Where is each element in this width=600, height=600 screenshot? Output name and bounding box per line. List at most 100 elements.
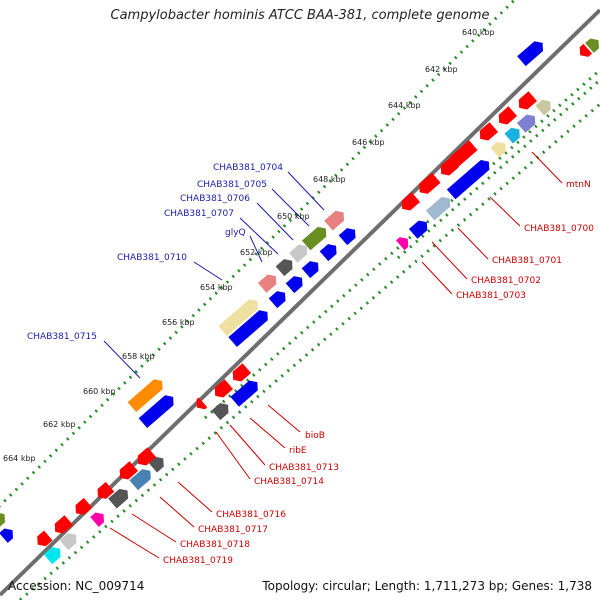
gene-arrow bbox=[59, 533, 77, 551]
tick-label: 646 kbp bbox=[352, 138, 385, 147]
gene-label-reverse: CHAB381_0700 bbox=[524, 224, 594, 234]
gene-arrow bbox=[324, 210, 345, 231]
gene-arrow bbox=[285, 276, 303, 294]
tick-label: 644 kbp bbox=[388, 101, 421, 110]
gene-label-reverse: CHAB381_0717 bbox=[198, 525, 268, 535]
gene-arrow bbox=[504, 127, 520, 144]
label-leader bbox=[239, 217, 279, 255]
gene-arrow bbox=[257, 274, 277, 293]
gene-arrow bbox=[43, 547, 61, 565]
label-leader bbox=[531, 151, 563, 184]
label-leader bbox=[193, 261, 223, 281]
gene-arrow bbox=[137, 447, 157, 466]
label-leader bbox=[249, 235, 263, 263]
gene-arrow bbox=[230, 380, 258, 407]
gene-label-reverse: CHAB381_0716 bbox=[216, 510, 286, 520]
tick-dot-line bbox=[397, 78, 600, 260]
gene-arrow bbox=[301, 226, 327, 251]
gene-arrow bbox=[395, 237, 409, 251]
gene-arrow bbox=[90, 512, 105, 527]
tick-label: 654 kbp bbox=[200, 283, 233, 292]
tick-label: 656 kbp bbox=[162, 318, 195, 327]
gene-arrow bbox=[516, 114, 536, 133]
gene-label-reverse: CHAB381_0713 bbox=[269, 463, 339, 473]
gene-arrow bbox=[196, 397, 208, 410]
gene-label-reverse: CHAB381_0718 bbox=[180, 540, 250, 550]
gene-arrow bbox=[301, 261, 319, 279]
label-leader bbox=[457, 227, 489, 260]
gene-arrow bbox=[214, 379, 234, 398]
gene-arrow bbox=[518, 91, 538, 110]
gene-label-forward: CHAB381_0704 bbox=[213, 163, 283, 173]
gene-arrow bbox=[0, 528, 14, 543]
gene-arrow bbox=[218, 299, 258, 336]
gene-arrow bbox=[54, 515, 74, 534]
gene-label-reverse: bioB bbox=[305, 431, 325, 441]
gene-label-forward: CHAB381_0710 bbox=[117, 253, 187, 263]
gene-label-reverse: CHAB381_0701 bbox=[492, 256, 562, 266]
genome-summary-text: Topology: circular; Length: 1,711,273 bp… bbox=[262, 579, 592, 593]
gene-label-reverse: CHAB381_0703 bbox=[456, 291, 526, 301]
gene-arrow bbox=[75, 497, 93, 515]
gene-arrow bbox=[288, 244, 308, 263]
tick-dot-line bbox=[0, 0, 517, 508]
gene-arrow bbox=[119, 461, 139, 480]
tick-label: 648 kbp bbox=[313, 175, 346, 184]
map-title: Campylobacter hominis ATCC BAA-381, comp… bbox=[110, 8, 490, 23]
gene-arrow bbox=[275, 259, 293, 277]
gene-arrow bbox=[585, 38, 600, 53]
label-leader bbox=[103, 340, 141, 379]
gene-label-forward: glyQ bbox=[225, 228, 246, 238]
label-leader bbox=[229, 424, 266, 466]
gene-label-reverse: ribE bbox=[289, 446, 307, 456]
label-leader bbox=[159, 496, 195, 528]
gene-arrow bbox=[97, 481, 115, 499]
gene-arrow bbox=[108, 488, 129, 509]
label-texts: 640 kbp 642 kbp 644 kbp 646 kbp 648 kbp 650 k… bbox=[3, 28, 594, 566]
gene-label-reverse: mtnN bbox=[566, 180, 591, 190]
gene-arrow bbox=[425, 196, 451, 221]
tick-dot-line bbox=[19, 102, 600, 600]
label-leader bbox=[249, 417, 286, 449]
gene-arrow bbox=[0, 512, 6, 527]
tick-label: 640 kbp bbox=[462, 28, 495, 37]
label-leader bbox=[256, 202, 294, 241]
tick-label: 650 kbp bbox=[277, 212, 310, 221]
tick-label: 642 kbp bbox=[425, 65, 458, 74]
gene-arrow bbox=[579, 43, 593, 57]
tick-label: 664 kbp bbox=[3, 454, 36, 463]
gene-arrow bbox=[490, 141, 506, 158]
gene-arrow bbox=[419, 172, 441, 194]
gene-label-forward: CHAB381_0715 bbox=[27, 332, 97, 342]
gene-arrow bbox=[129, 469, 151, 491]
label-leader bbox=[215, 431, 251, 480]
gene-arrow bbox=[228, 310, 268, 347]
tick-label: 652 kbp bbox=[240, 248, 273, 257]
gene-arrow bbox=[535, 99, 551, 116]
tick-label: 660 kbp bbox=[83, 387, 116, 396]
label-leader bbox=[489, 196, 521, 227]
tick-label: 658 kbp bbox=[122, 352, 155, 361]
gene-arrow bbox=[450, 140, 478, 167]
label-leader bbox=[421, 261, 453, 295]
gene-arrow bbox=[446, 159, 490, 200]
label-leaders bbox=[103, 151, 563, 559]
label-leader bbox=[267, 404, 301, 433]
label-leader bbox=[131, 513, 177, 543]
gene-arrow bbox=[401, 192, 421, 211]
gene-arrow bbox=[127, 379, 163, 413]
gene-arrow bbox=[440, 157, 460, 176]
gene-label-reverse: CHAB381_0719 bbox=[163, 556, 233, 566]
gene-arrow bbox=[338, 228, 356, 246]
gene-arrow bbox=[319, 244, 337, 262]
gene-arrow bbox=[268, 291, 286, 309]
gene-label-reverse: CHAB381_0702 bbox=[471, 276, 541, 286]
gene-arrow bbox=[517, 41, 544, 67]
gene-arrow bbox=[138, 395, 174, 429]
label-leader bbox=[177, 481, 213, 513]
gene-arrow bbox=[498, 106, 518, 125]
gene-arrow bbox=[408, 220, 428, 239]
gene-arrow bbox=[479, 122, 499, 141]
